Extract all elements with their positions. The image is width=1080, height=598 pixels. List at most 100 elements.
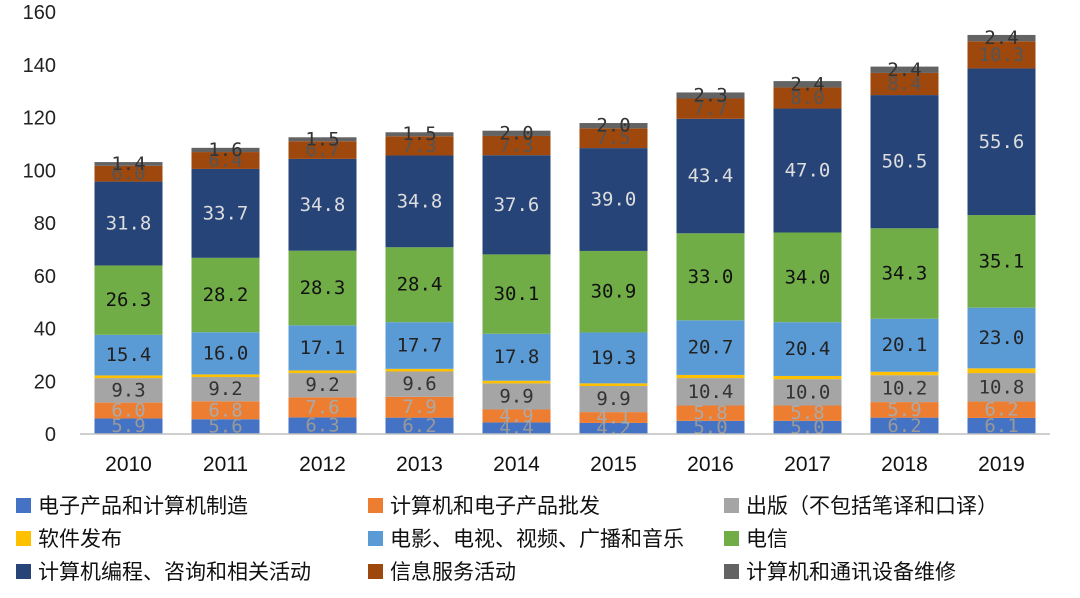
- data-label: 34.8: [300, 194, 346, 216]
- bar-segment: [870, 371, 939, 376]
- y-tick-label: 160: [23, 2, 56, 24]
- data-label: 10.0: [785, 381, 831, 403]
- bar-segment: [967, 34, 1036, 42]
- bar-segment: [773, 232, 842, 323]
- bar-segment: [385, 371, 454, 397]
- x-tick-label: 2019: [978, 453, 1025, 476]
- bar-segment: [870, 402, 939, 418]
- data-label: 5.0: [693, 416, 727, 438]
- bar-segment: [773, 87, 842, 109]
- bar-segment: [385, 322, 454, 369]
- bar-segment: [676, 405, 745, 421]
- data-label: 6.1: [984, 415, 1018, 437]
- bar-segment: [94, 181, 163, 266]
- bar-segment: [482, 383, 551, 410]
- bar-segment: [385, 417, 454, 434]
- data-label: 20.1: [882, 334, 928, 356]
- bar-segment: [191, 419, 260, 434]
- bar-segment: [676, 233, 745, 321]
- bar-segment: [773, 108, 842, 233]
- data-label: 7.7: [693, 98, 727, 120]
- data-label: 10.3: [979, 44, 1025, 66]
- bar-segment: [385, 155, 454, 248]
- bar-segment: [191, 401, 260, 420]
- data-label: 2.4: [887, 59, 921, 81]
- data-label: 6.0: [111, 163, 145, 185]
- data-label: 6.4: [208, 149, 242, 171]
- bar-segment: [385, 396, 454, 418]
- bar-segment: [773, 375, 842, 380]
- bar-segment: [870, 228, 939, 319]
- bar-segment: [579, 128, 648, 149]
- bar-segment: [579, 332, 648, 384]
- data-label: 33.0: [688, 266, 734, 288]
- bar-segment: [676, 378, 745, 406]
- bar-segment: [191, 377, 260, 402]
- x-tick-label: 2017: [784, 453, 831, 476]
- bar-segment: [482, 333, 551, 381]
- bar-segment: [288, 325, 357, 371]
- data-label: 2.0: [499, 122, 533, 144]
- bar-segment: [94, 162, 163, 166]
- data-label: 17.1: [300, 337, 346, 359]
- data-label: 34.3: [882, 263, 928, 285]
- bar-segment: [967, 307, 1036, 369]
- bar-segment: [676, 320, 745, 375]
- data-label: 5.0: [790, 416, 824, 438]
- data-labels: 5.96.09.315.426.331.86.01.45.66.89.216.0…: [106, 27, 1025, 439]
- data-label: 5.9: [887, 399, 921, 421]
- bar-segment: [191, 257, 260, 333]
- y-tick-label: 100: [23, 160, 56, 182]
- x-tick-label: 2018: [881, 453, 928, 476]
- data-label: 17.7: [397, 335, 443, 357]
- data-label: 50.5: [882, 151, 928, 173]
- data-label: 26.3: [106, 289, 152, 311]
- bar-stacks: [94, 34, 1036, 434]
- bar-segment: [288, 397, 357, 418]
- bar-segment: [870, 95, 939, 229]
- data-label: 4.9: [499, 405, 533, 427]
- data-label: 34.0: [785, 266, 831, 288]
- data-label: 39.0: [591, 189, 637, 211]
- data-label: 5.8: [693, 402, 727, 424]
- data-label: 34.8: [397, 190, 443, 212]
- data-label: 2.3: [693, 84, 727, 106]
- data-label: 16.0: [203, 342, 249, 364]
- bar-segment: [482, 135, 551, 156]
- data-label: 9.9: [499, 385, 533, 407]
- bar-segment: [579, 250, 648, 333]
- data-label: 7.3: [402, 135, 436, 157]
- data-label: 5.6: [208, 416, 242, 438]
- data-label: 9.9: [596, 388, 630, 410]
- data-label: 6.0: [111, 400, 145, 422]
- data-label: 23.0: [979, 327, 1025, 349]
- bar-segment: [288, 250, 357, 326]
- data-label: 28.2: [203, 284, 249, 306]
- bar-segment: [385, 368, 454, 372]
- bar-segment: [191, 152, 260, 169]
- data-label: 6.8: [208, 399, 242, 421]
- bar-segment: [94, 378, 163, 403]
- bar-segment: [967, 401, 1036, 418]
- data-label: 7.3: [499, 135, 533, 157]
- y-tick-label: 60: [34, 266, 56, 288]
- x-tick-label: 2012: [299, 453, 346, 476]
- bar-segment: [385, 136, 454, 156]
- bar-segment: [288, 370, 357, 374]
- data-label: 5.9: [111, 415, 145, 437]
- data-label: 20.4: [785, 338, 831, 360]
- data-label: 31.8: [106, 213, 152, 235]
- data-label: 47.0: [785, 160, 831, 182]
- bar-segment: [676, 92, 745, 99]
- bar-segment: [385, 132, 454, 137]
- bar-segment: [482, 422, 551, 434]
- bar-segment: [967, 368, 1036, 374]
- bar-segment: [676, 98, 745, 119]
- data-label: 2.4: [790, 73, 824, 95]
- bar-segment: [191, 374, 260, 378]
- data-label: 1.5: [305, 128, 339, 150]
- bar-segment: [773, 405, 842, 421]
- bar-segment: [482, 130, 551, 136]
- data-label: 9.6: [402, 373, 436, 395]
